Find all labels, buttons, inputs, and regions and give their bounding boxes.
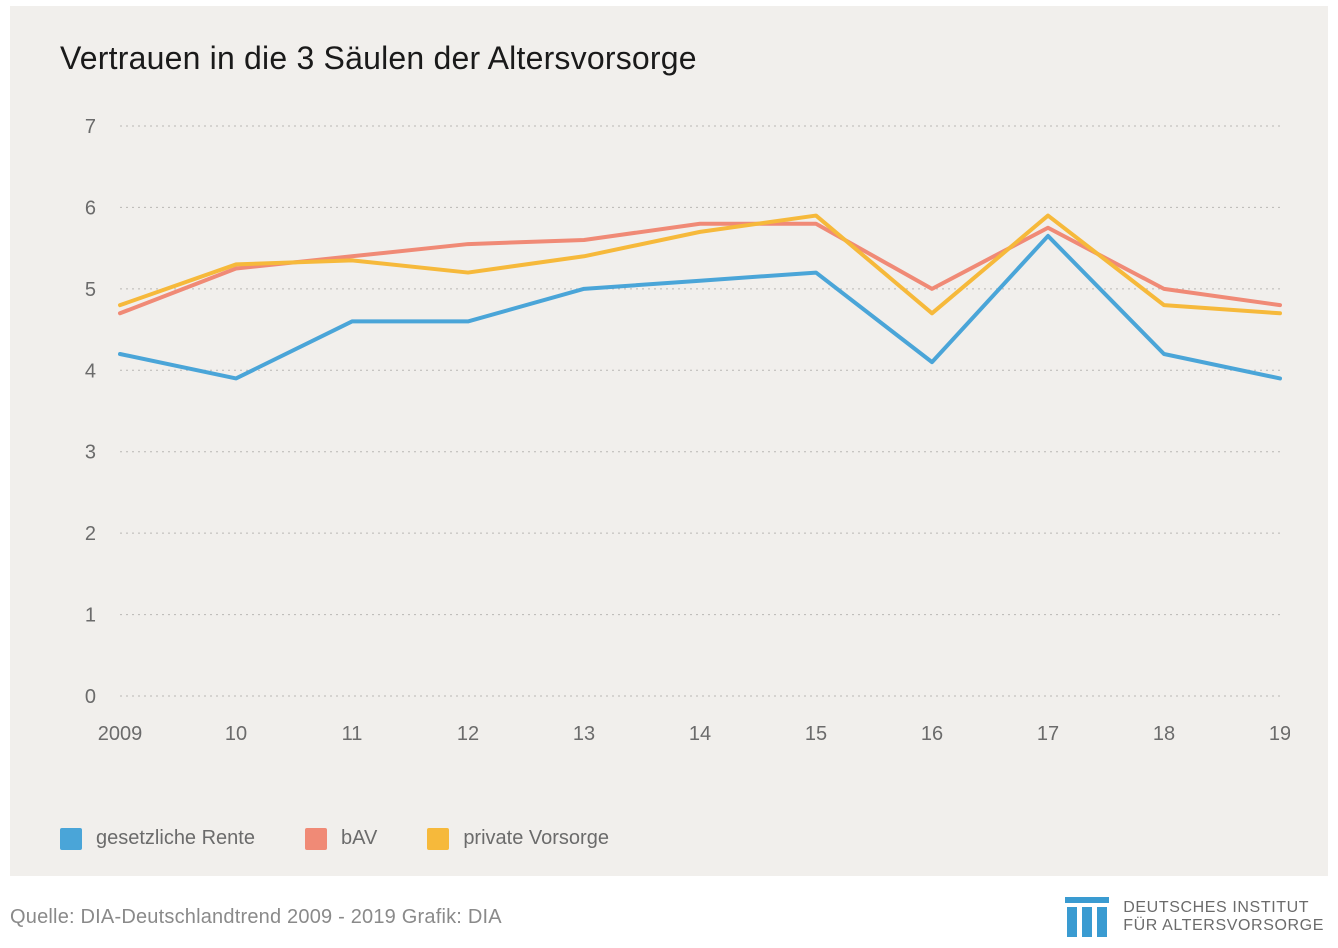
svg-text:10: 10 bbox=[225, 723, 247, 745]
series-bav bbox=[120, 224, 1280, 314]
svg-text:11: 11 bbox=[342, 723, 363, 745]
svg-text:6: 6 bbox=[85, 197, 96, 219]
svg-text:17: 17 bbox=[1037, 723, 1059, 745]
svg-text:2: 2 bbox=[85, 523, 96, 545]
legend-label: bAV bbox=[341, 827, 377, 850]
chart-area: 01234567 200910111213141516171819 bbox=[60, 116, 1290, 756]
brand-line1: DEUTSCHES INSTITUT bbox=[1123, 899, 1324, 917]
legend-label: gesetzliche Rente bbox=[96, 827, 255, 850]
series-private bbox=[120, 216, 1280, 314]
svg-text:4: 4 bbox=[85, 360, 96, 382]
legend-label: private Vorsorge bbox=[463, 827, 609, 850]
svg-text:13: 13 bbox=[573, 723, 595, 745]
legend-item-gesetzliche: gesetzliche Rente bbox=[60, 827, 255, 850]
svg-text:1: 1 bbox=[85, 605, 96, 627]
svg-text:7: 7 bbox=[85, 116, 96, 138]
svg-text:15: 15 bbox=[805, 723, 827, 745]
brand-block: DEUTSCHES INSTITUT FÜR ALTERSVORSORGE bbox=[1065, 897, 1324, 937]
svg-text:12: 12 bbox=[457, 723, 479, 745]
svg-text:18: 18 bbox=[1153, 723, 1175, 745]
legend-item-private: private Vorsorge bbox=[427, 827, 609, 850]
brand-line2: FÜR ALTERSVORSORGE bbox=[1123, 917, 1324, 935]
legend-item-bav: bAV bbox=[305, 827, 377, 850]
legend-swatch bbox=[305, 828, 327, 850]
chart-title: Vertrauen in die 3 Säulen der Altersvors… bbox=[60, 40, 697, 77]
svg-text:5: 5 bbox=[85, 279, 96, 301]
source-text: Quelle: DIA-Deutschlandtrend 2009 - 2019… bbox=[10, 906, 502, 929]
svg-text:16: 16 bbox=[921, 723, 943, 745]
svg-text:0: 0 bbox=[85, 686, 96, 708]
svg-text:2009: 2009 bbox=[98, 723, 143, 745]
legend-swatch bbox=[427, 828, 449, 850]
brand-logo-icon bbox=[1065, 897, 1109, 937]
footer: Quelle: DIA-Deutschlandtrend 2009 - 2019… bbox=[0, 886, 1338, 948]
svg-text:14: 14 bbox=[689, 723, 711, 745]
legend-swatch bbox=[60, 828, 82, 850]
brand-text: DEUTSCHES INSTITUT FÜR ALTERSVORSORGE bbox=[1123, 899, 1324, 936]
chart-panel: Vertrauen in die 3 Säulen der Altersvors… bbox=[10, 6, 1328, 876]
line-chart-svg: 01234567 200910111213141516171819 bbox=[60, 116, 1290, 756]
svg-text:19: 19 bbox=[1269, 723, 1290, 745]
svg-text:3: 3 bbox=[85, 442, 96, 464]
legend: gesetzliche Rente bAV private Vorsorge bbox=[60, 827, 609, 850]
